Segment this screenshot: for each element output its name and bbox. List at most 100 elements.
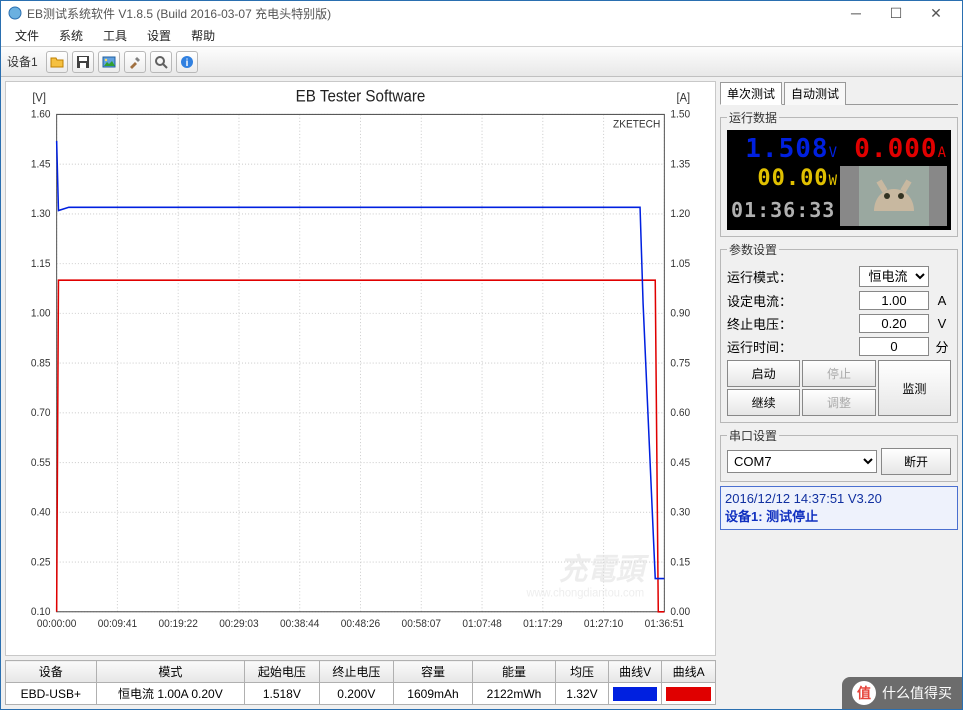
cell-mode: 恒电流 1.00A 0.20V [96,683,245,705]
tab-single[interactable]: 单次测试 [720,82,782,105]
info-icon[interactable]: i [176,51,198,73]
cutoff-unit: V [933,316,951,331]
svg-text:0.85: 0.85 [31,358,51,369]
svg-text:0.70: 0.70 [31,408,51,419]
svg-text:0.75: 0.75 [670,358,690,369]
svg-text:00:48:26: 00:48:26 [341,619,381,630]
svg-text:0.30: 0.30 [670,507,690,518]
minimize-button[interactable]: ─ [836,1,876,25]
current-unit: A [933,293,951,308]
col-6: 均压 [556,661,609,683]
svg-text:0.15: 0.15 [670,557,690,568]
readout-voltage: 1.508V [731,134,838,164]
col-0: 设备 [6,661,97,683]
svg-text:1.05: 1.05 [670,259,690,270]
svg-text:00:19:22: 00:19:22 [158,619,198,630]
svg-text:充電頭: 充電頭 [559,552,650,586]
cell-device: EBD-USB+ [6,683,97,705]
runtime-input[interactable] [859,337,929,356]
toolbar: 设备1 i [1,47,962,77]
image-icon[interactable] [98,51,120,73]
svg-text:1.35: 1.35 [670,159,690,170]
menu-file[interactable]: 文件 [5,25,49,46]
chart: EB Tester SoftwareZKETECH[V][A]0.100.250… [6,82,715,655]
smzdm-icon: 值 [852,681,876,705]
svg-text:00:58:07: 00:58:07 [402,619,442,630]
svg-text:0.55: 0.55 [31,458,51,469]
svg-text:1.00: 1.00 [31,308,51,319]
col-1: 模式 [96,661,245,683]
svg-text:1.15: 1.15 [31,259,51,270]
smzdm-watermark: 值 什么值得买 [842,677,962,709]
mode-select[interactable]: 恒电流 [859,266,929,287]
serial-legend: 串口设置 [727,427,779,444]
svg-text:0.90: 0.90 [670,308,690,319]
device-label: 设备1 [7,53,38,70]
svg-text:1.30: 1.30 [31,209,51,220]
readout-power: 00.00W [731,166,838,196]
tools-icon[interactable] [124,51,146,73]
col-4: 容量 [394,661,473,683]
open-icon[interactable] [46,51,68,73]
cell-colora [662,683,716,705]
status-line2: 设备1: 测试停止 [725,506,953,525]
params-panel: 参数设置 运行模式： 恒电流 设定电流： A 终止电压： V 运行时间： 分 [720,241,958,423]
svg-text:ZKETECH: ZKETECH [613,119,660,130]
close-button[interactable]: ✕ [916,1,956,25]
svg-text:i: i [185,58,188,69]
svg-text:00:29:03: 00:29:03 [219,619,259,630]
monitor-button[interactable]: 监测 [878,360,951,416]
zoom-icon[interactable] [150,51,172,73]
params-legend: 参数设置 [727,241,779,258]
left-pane: EB Tester SoftwareZKETECH[V][A]0.100.250… [1,77,720,709]
col-2: 起始电压 [245,661,319,683]
control-buttons: 启动 停止 监测 继续 调整 [727,360,951,416]
start-button[interactable]: 启动 [727,360,800,387]
svg-text:0.45: 0.45 [670,458,690,469]
svg-text:00:38:44: 00:38:44 [280,619,320,630]
col-5: 能量 [472,661,555,683]
svg-text:0.25: 0.25 [31,557,51,568]
disconnect-button[interactable]: 断开 [881,448,951,475]
continue-button[interactable]: 继续 [727,389,800,416]
cell-capacity: 1609mAh [394,683,473,705]
save-icon[interactable] [72,51,94,73]
svg-text:0.40: 0.40 [31,507,51,518]
svg-text:[V]: [V] [32,92,46,104]
com-select[interactable]: COM7 [727,450,877,473]
tab-auto[interactable]: 自动测试 [784,82,846,105]
cell-colorv [608,683,662,705]
menu-help[interactable]: 帮助 [181,25,225,46]
app-icon [7,5,23,21]
menu-system[interactable]: 系统 [49,25,93,46]
smzdm-text: 什么值得买 [882,683,952,703]
run-data-panel: 运行数据 1.508V 0.000A 00.00W 01:36:33 [720,109,958,237]
runtime-label: 运行时间： [727,337,855,356]
svg-text:1.60: 1.60 [31,109,51,120]
status-line1: 2016/12/12 14:37:51 V3.20 [725,491,953,506]
cutoff-label: 终止电压： [727,314,855,333]
svg-text:0.10: 0.10 [31,607,51,618]
current-label: 设定电流： [727,291,855,310]
stop-button[interactable]: 停止 [802,360,875,387]
current-input[interactable] [859,291,929,310]
maximize-button[interactable]: ☐ [876,1,916,25]
titlebar: EB测试系统软件 V1.8.5 (Build 2016-03-07 充电头特别版… [1,1,962,25]
runtime-unit: 分 [933,337,951,356]
menu-tools[interactable]: 工具 [93,25,137,46]
readout-time: 01:36:33 [731,198,838,227]
test-tabs: 单次测试 自动测试 [720,81,958,105]
svg-text:01:27:10: 01:27:10 [584,619,624,630]
adjust-button[interactable]: 调整 [802,389,875,416]
main-area: EB Tester SoftwareZKETECH[V][A]0.100.250… [1,77,962,709]
svg-text:01:17:29: 01:17:29 [523,619,563,630]
col-8: 曲线A [662,661,716,683]
cutoff-input[interactable] [859,314,929,333]
status-box: 2016/12/12 14:37:51 V3.20 设备1: 测试停止 [720,486,958,530]
cat-image [840,166,947,226]
serial-panel: 串口设置 COM7 断开 [720,427,958,482]
menubar: 文件 系统 工具 设置 帮助 [1,25,962,47]
svg-text:[A]: [A] [677,92,691,104]
menu-settings[interactable]: 设置 [137,25,181,46]
data-table: 设备模式起始电压终止电压容量能量均压曲线V曲线A EBD-USB+ 恒电流 1.… [5,660,716,705]
